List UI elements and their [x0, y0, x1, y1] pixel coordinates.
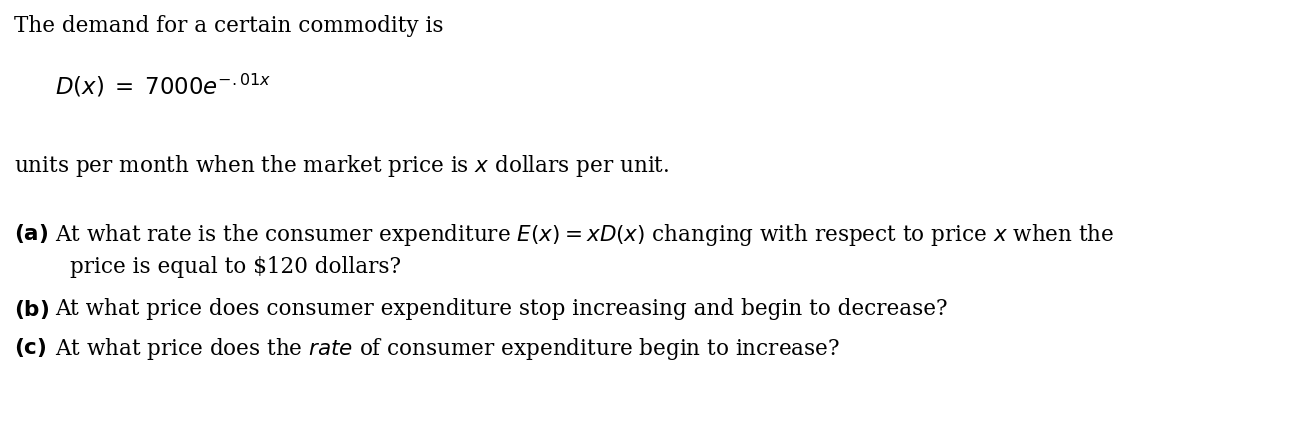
Text: At what price does consumer expenditure stop increasing and begin to decrease?: At what price does consumer expenditure … [55, 298, 948, 320]
Text: units per month when the market price is $x$ dollars per unit.: units per month when the market price is… [14, 153, 670, 179]
Text: $\mathbf{(a)}$: $\mathbf{(a)}$ [14, 222, 48, 245]
Text: $D(x) \;=\; 7000e^{-.01x}$: $D(x) \;=\; 7000e^{-.01x}$ [55, 72, 272, 99]
Text: price is equal to \$120 dollars?: price is equal to \$120 dollars? [70, 256, 400, 278]
Text: $\mathbf{(b)}$: $\mathbf{(b)}$ [14, 298, 49, 321]
Text: $\mathbf{(c)}$: $\mathbf{(c)}$ [14, 336, 47, 359]
Text: The demand for a certain commodity is: The demand for a certain commodity is [14, 15, 443, 37]
Text: At what rate is the consumer expenditure $E(x) = xD(x)$ changing with respect to: At what rate is the consumer expenditure… [55, 222, 1114, 248]
Text: At what price does the $\mathit{rate}$ of consumer expenditure begin to increase: At what price does the $\mathit{rate}$ o… [55, 336, 840, 362]
